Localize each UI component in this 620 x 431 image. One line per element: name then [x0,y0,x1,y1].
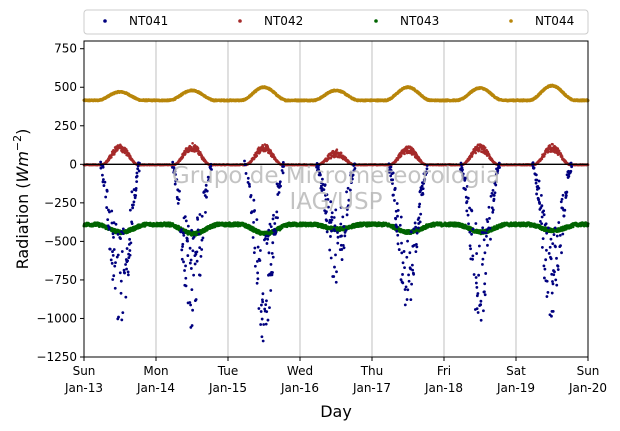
data-point [403,152,406,156]
series-NT044 [82,83,590,103]
plot-area [84,41,588,357]
data-point [255,154,259,158]
data-point [478,148,481,152]
data-point [110,155,113,159]
data-point [470,155,474,158]
data-point [191,141,194,145]
data-point [474,151,477,155]
grid-lines [155,41,517,357]
data-point [335,148,339,151]
data-point [339,151,343,155]
data-point [196,147,200,150]
data-point [399,154,403,158]
data-point [483,146,487,149]
